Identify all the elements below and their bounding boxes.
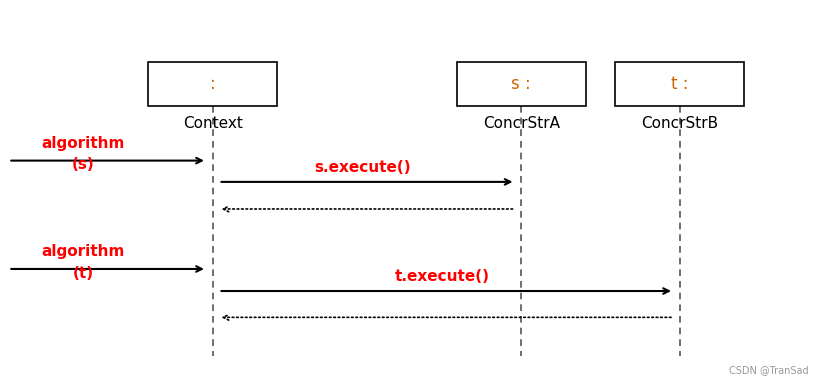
Text: Context: Context [183, 116, 243, 131]
Text: ConcrStrA: ConcrStrA [483, 116, 560, 131]
Text: CSDN @TranSad: CSDN @TranSad [730, 365, 809, 375]
Text: (t): (t) [73, 265, 94, 281]
Text: t :: t : [671, 75, 688, 93]
Text: (s): (s) [72, 157, 95, 172]
Bar [148, 62, 277, 106]
Text: s.execute(): s.execute() [314, 160, 411, 175]
Bar [457, 62, 585, 106]
Text: ConcrStrB: ConcrStrB [641, 116, 718, 131]
Bar [615, 62, 744, 106]
Text: s :: s : [511, 75, 531, 93]
Text: :: : [210, 75, 215, 93]
Text: algorithm: algorithm [42, 244, 125, 259]
Text: algorithm: algorithm [42, 136, 125, 151]
Text: t.execute(): t.execute() [394, 269, 490, 284]
